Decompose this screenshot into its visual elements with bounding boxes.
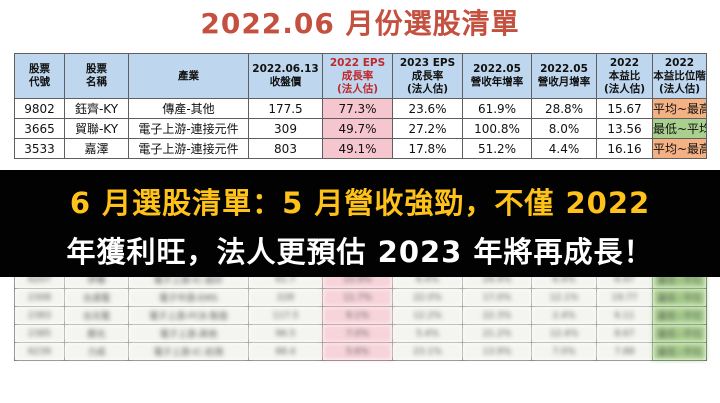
header-stock-code: 股票 代號 bbox=[14, 53, 65, 99]
header-eps-2023: 2023 EPS 成長率 (法人估) bbox=[392, 53, 463, 99]
cell-name: 群光 bbox=[64, 324, 129, 343]
cell-code: 2308 bbox=[14, 288, 65, 307]
header-pe-level: 2022 本益比位階 (法人估) bbox=[652, 53, 707, 99]
cell-pe: 19.77 bbox=[596, 288, 653, 307]
header-close-price: 2022.06.13 收盤價 bbox=[248, 53, 323, 99]
blurred-table-row: 2383 台光電 電子上游-PCB-製造 117.5 9.1% 12.2% 22… bbox=[14, 306, 707, 325]
table-row: 3533 嘉澤 電子上游-連接元件 803 49.1% 17.8% 51.2% … bbox=[14, 138, 707, 159]
cell-price: 88.4 bbox=[248, 342, 323, 361]
cell-eps-2023: 5.4% bbox=[392, 324, 463, 343]
cell-code: 6239 bbox=[14, 342, 65, 361]
cell-industry: 電子上游-IC-封測 bbox=[128, 342, 249, 361]
cell-eps-2022: 9.1% bbox=[322, 306, 393, 325]
cell-eps-2022: 11.7% bbox=[322, 288, 393, 307]
cell-industry: 傳產-其他 bbox=[128, 98, 249, 119]
cell-eps-2022: 49.1% bbox=[322, 138, 393, 159]
cell-price: 177.5 bbox=[248, 98, 323, 119]
cell-price: 309 bbox=[248, 118, 323, 139]
cell-rev-yoy: 13.9% bbox=[462, 342, 532, 361]
cell-name: 力成 bbox=[64, 342, 129, 361]
cell-price: 96.5 bbox=[248, 324, 323, 343]
cell-name: 台光電 bbox=[64, 306, 129, 325]
blurred-table-row: 6239 力成 電子上游-IC-封測 88.4 5.6% 23.1% 13.9%… bbox=[14, 342, 707, 361]
cell-eps-2023: 22.0% bbox=[392, 288, 463, 307]
table-row: 9802 鈺齊-KY 傳產-其他 177.5 77.3% 23.6% 61.9%… bbox=[14, 98, 707, 119]
cell-rev-mom: 7.0% bbox=[531, 342, 597, 361]
cell-pe-level: 平均~最高 bbox=[652, 138, 707, 159]
header-revenue-yoy: 2022.05 營收年增率 bbox=[462, 53, 532, 99]
cell-code: 3533 bbox=[14, 138, 65, 159]
blurred-table-row: 2308 台達電 電子中游-EMS 228 11.7% 22.0% 17.0% … bbox=[14, 288, 707, 307]
cell-eps-2022: 7.0% bbox=[322, 324, 393, 343]
cell-rev-mom: 4.4% bbox=[531, 138, 597, 159]
cell-industry: 電子上游-連接元件 bbox=[128, 118, 249, 139]
headline-banner: 6 月選股清單：5 月營收強勁，不僅 2022 年獲利旺，法人更預估 2023 … bbox=[0, 170, 720, 277]
cell-rev-yoy: 100.8% bbox=[462, 118, 532, 139]
header-industry: 產業 bbox=[128, 53, 249, 99]
cell-industry: 電子上游-連接元件 bbox=[128, 138, 249, 159]
cell-name: 台達電 bbox=[64, 288, 129, 307]
table-header-row: 股票 代號 股票 名稱 產業 2022.06.13 收盤價 2022 EPS 成長率 (法… bbox=[14, 53, 707, 99]
cell-code: 3665 bbox=[14, 118, 65, 139]
cell-eps-2022: 5.6% bbox=[322, 342, 393, 361]
cell-pe: 15.67 bbox=[596, 98, 653, 119]
cell-eps-2023: 23.1% bbox=[392, 342, 463, 361]
cell-rev-yoy: 21.2% bbox=[462, 324, 532, 343]
cell-price: 228 bbox=[248, 288, 323, 307]
cell-code: 2383 bbox=[14, 306, 65, 325]
header-eps-2022: 2022 EPS 成長率 (法人估) bbox=[322, 53, 393, 99]
stock-selection-table: 股票 代號 股票 名稱 產業 2022.06.13 收盤價 2022 EPS 成長率 (法… bbox=[14, 53, 707, 361]
cell-price: 803 bbox=[248, 138, 323, 159]
cell-price: 117.5 bbox=[248, 306, 323, 325]
cell-pe-level: 最低~平均 bbox=[652, 324, 707, 343]
cell-pe-level: 最低~平均 bbox=[652, 306, 707, 325]
cell-pe: 16.16 bbox=[596, 138, 653, 159]
blurred-table-row: 2385 群光 電子上游-其他 96.5 7.0% 5.4% 21.2% 12.… bbox=[14, 324, 707, 343]
cell-eps-2023: 12.2% bbox=[392, 306, 463, 325]
header-stock-name: 股票 名稱 bbox=[64, 53, 129, 99]
cell-industry: 電子上游-其他 bbox=[128, 324, 249, 343]
cell-name: 鈺齊-KY bbox=[64, 98, 129, 119]
cell-rev-mom: 12.4% bbox=[531, 324, 597, 343]
cell-rev-yoy: 51.2% bbox=[462, 138, 532, 159]
cell-code: 9802 bbox=[14, 98, 65, 119]
cell-pe-level: 最低~平均 bbox=[652, 288, 707, 307]
cell-rev-yoy: 61.9% bbox=[462, 98, 532, 119]
headline-line-1: 6 月選股清單：5 月營收強勁，不僅 2022 bbox=[69, 186, 651, 220]
cell-eps-2023: 17.8% bbox=[392, 138, 463, 159]
cell-name: 貿聯-KY bbox=[64, 118, 129, 139]
cell-pe: 13.56 bbox=[596, 118, 653, 139]
cell-pe-level: 最低~平均 bbox=[652, 342, 707, 361]
cell-eps-2022: 49.7% bbox=[322, 118, 393, 139]
cell-pe-level: 最低~平均 bbox=[652, 118, 707, 139]
header-revenue-mom: 2022.05 營收月增率 bbox=[531, 53, 597, 99]
cell-rev-mom: 2.4% bbox=[531, 306, 597, 325]
cell-rev-mom: 8.0% bbox=[531, 118, 597, 139]
cell-industry: 電子上游-PCB-製造 bbox=[128, 306, 249, 325]
cell-pe: 6.11 bbox=[596, 306, 653, 325]
cell-rev-mom: 28.8% bbox=[531, 98, 597, 119]
table-row: 3665 貿聯-KY 電子上游-連接元件 309 49.7% 27.2% 100… bbox=[14, 118, 707, 139]
cell-rev-mom: 12.1% bbox=[531, 288, 597, 307]
cell-eps-2023: 27.2% bbox=[392, 118, 463, 139]
page-title: 2022.06 月份選股清單 bbox=[200, 7, 520, 40]
cell-pe: 7.88 bbox=[596, 342, 653, 361]
cell-industry: 電子中游-EMS bbox=[128, 288, 249, 307]
cell-rev-yoy: 17.0% bbox=[462, 288, 532, 307]
cell-rev-yoy: 22.3% bbox=[462, 306, 532, 325]
cell-name: 嘉澤 bbox=[64, 138, 129, 159]
headline-line-2: 年獲利旺，法人更預估 2023 年將再成長！ bbox=[66, 235, 654, 269]
header-pe-ratio: 2022 本益比 (法人估) bbox=[596, 53, 653, 99]
cell-pe-level: 平均~最高 bbox=[652, 98, 707, 119]
cell-eps-2022: 77.3% bbox=[322, 98, 393, 119]
cell-pe: 8.67 bbox=[596, 324, 653, 343]
cell-eps-2023: 23.6% bbox=[392, 98, 463, 119]
cell-code: 2385 bbox=[14, 324, 65, 343]
